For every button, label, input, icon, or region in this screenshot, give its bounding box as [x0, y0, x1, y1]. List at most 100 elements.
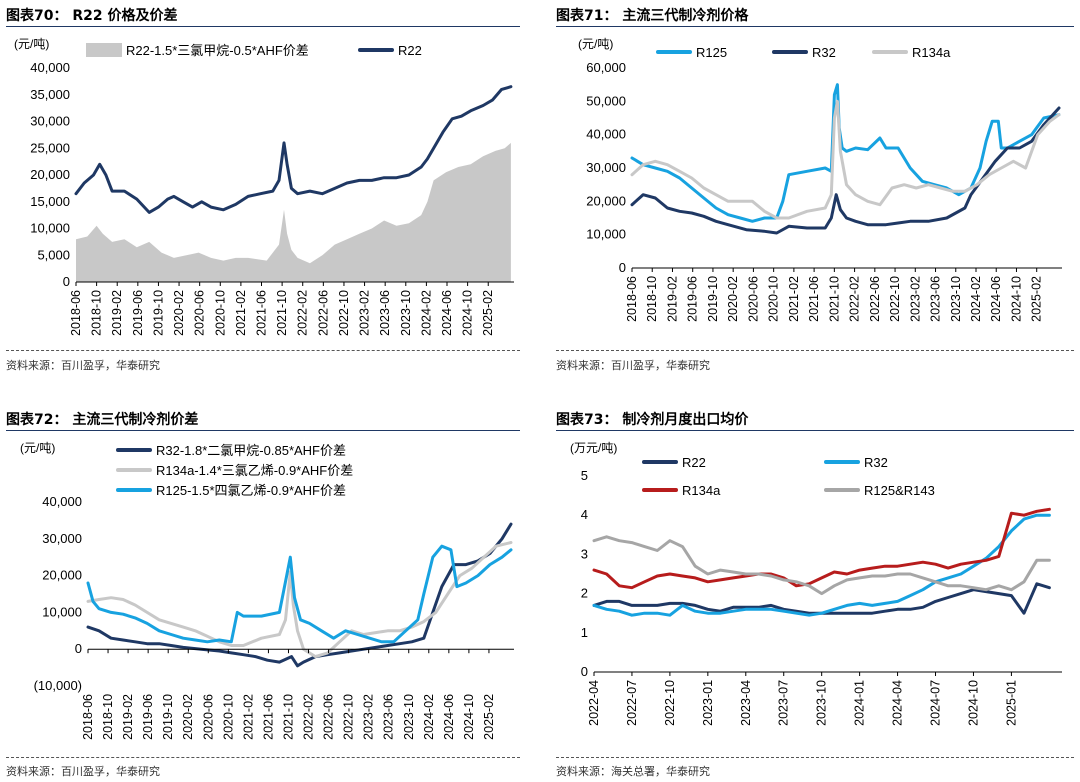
x-tick-label: 2023-10: [399, 290, 413, 336]
y-tick-label: 10,000: [586, 227, 626, 242]
x-tick-label: 2023-06: [382, 694, 396, 740]
source-rule: [556, 757, 1074, 758]
source-note: 资料来源：百川盈孚，华泰研究: [6, 765, 160, 778]
chart-title: 图表70： R22 价格及价差: [6, 8, 178, 24]
x-tick-label: 2024-06: [440, 290, 454, 336]
x-tick-label: 2022-10: [888, 276, 902, 322]
legend-swatch: [86, 43, 122, 57]
series-line-3: [592, 535, 1051, 596]
x-tick-label: 2022-10: [342, 694, 356, 740]
legend-label: R22-1.5*三氯甲烷-0.5*AHF价差: [126, 43, 309, 58]
x-tick-label: 2018-06: [69, 290, 83, 336]
x-tick-label: 2020-10: [221, 694, 235, 740]
legend-label: R32-1.8*二氯甲烷-0.85*AHF价差: [156, 443, 346, 458]
x-tick-label: 2023-02: [362, 694, 376, 740]
y-tick-label: 1: [581, 625, 588, 640]
x-tick-label: 2024-10: [1010, 276, 1024, 322]
y-tick-label: 0: [63, 274, 70, 289]
source-note: 资料来源：百川盈孚，华泰研究: [6, 359, 160, 372]
series-line-0: [630, 83, 1061, 223]
x-tick-label: 2020-02: [172, 290, 186, 336]
x-tick-label: 2022-06: [316, 290, 330, 336]
y-tick-label: 3: [581, 546, 588, 561]
x-tick-label: 2024-06: [442, 694, 456, 740]
y-tick-label: 0: [619, 260, 626, 275]
y-tick-label: 2: [581, 586, 588, 601]
chart-panel-71: 图表71： 主流三代制冷剂价格 (元/吨) 0 10,000 20,000 30,000…: [556, 0, 1074, 380]
series-area-0: [76, 142, 511, 282]
x-tick-label: 2025-02: [482, 694, 496, 740]
x-tick-label: 2021-06: [255, 290, 269, 336]
title-rule: [556, 430, 1074, 431]
source-note: 资料来源：海关总署，华泰研究: [556, 765, 710, 778]
source-rule: [6, 757, 520, 758]
series-line-1: [74, 85, 513, 214]
series-line-1: [630, 106, 1061, 235]
y-tick-label: (10,000): [34, 678, 82, 693]
legend-label: R22: [682, 455, 706, 470]
y-axis-unit: (元/吨): [578, 37, 613, 51]
y-tick-label: 40,000: [586, 127, 626, 142]
y-tick-label: 4: [581, 507, 588, 522]
x-tick-label: 2023-10: [815, 680, 829, 726]
x-tick-label: 2024-10: [967, 680, 981, 726]
y-tick-label: 0: [581, 664, 588, 679]
y-tick-label: 25,000: [30, 140, 70, 155]
series-line-2: [86, 544, 513, 644]
x-tick-label: 2022-10: [663, 680, 677, 726]
x-tick-label: 2021-10: [827, 276, 841, 322]
legend-label: R134a: [682, 483, 721, 498]
x-tick-label: 2024-10: [462, 694, 476, 740]
x-tick-label: 2018-06: [625, 276, 639, 322]
x-tick-label: 2023-07: [777, 680, 791, 726]
x-tick-label: 2020-06: [746, 276, 760, 322]
x-tick-label: 2024-02: [422, 694, 436, 740]
legend-label: R125-1.5*四氯乙烯-0.9*AHF价差: [156, 483, 346, 498]
x-tick-label: 2021-02: [787, 276, 801, 322]
chart-panel-70: 图表70： R22 价格及价差 (元/吨) 0 5,000 10,000 15,000 2…: [6, 0, 520, 380]
x-tick-label: 2021-10: [282, 694, 296, 740]
x-tick-label: 2023-06: [929, 276, 943, 322]
legend-label: R134a-1.4*三氯乙烯-0.9*AHF价差: [156, 463, 353, 478]
x-tick-label: 2022-02: [302, 694, 316, 740]
export-price-chart: (万元/吨) 0 1 2 3 4 5 R22 R32 R134a R125&R143 2022-04 2…: [570, 441, 1062, 726]
x-tick-label: 2022-02: [296, 290, 310, 336]
title-rule: [556, 26, 1074, 27]
x-tick-label: 2019-10: [161, 694, 175, 740]
source-note: 资料来源：百川盈孚，华泰研究: [556, 359, 710, 372]
source-rule: [556, 350, 1074, 351]
x-tick-label: 2022-06: [868, 276, 882, 322]
x-tick-label: 2023-06: [378, 290, 392, 336]
x-tick-label: 2021-06: [807, 276, 821, 322]
chart-panel-73: 图表73： 制冷剂月度出口均价 (万元/吨) 0 1 2 3 4 5 R22 R32 R134a R…: [556, 404, 1074, 782]
x-tick-label: 2023-10: [949, 276, 963, 322]
y-axis-unit: (元/吨): [20, 441, 55, 455]
x-tick-label: 2024-07: [929, 680, 943, 726]
legend-label: R32: [812, 45, 836, 60]
series-line-1: [592, 513, 1051, 617]
x-tick-label: 2021-06: [261, 694, 275, 740]
x-tick-label: 2020-06: [193, 290, 207, 336]
series-line-2: [592, 507, 1051, 590]
x-tick-label: 2024-02: [969, 276, 983, 322]
x-tick-label: 2021-02: [241, 694, 255, 740]
x-tick-label: 2023-02: [358, 290, 372, 336]
legend-label: R22: [398, 43, 422, 58]
x-tick-label: 2019-02: [121, 694, 135, 740]
y-tick-label: 40,000: [30, 60, 70, 75]
x-tick-label: 2020-10: [767, 276, 781, 322]
x-tick-label: 2019-06: [141, 694, 155, 740]
x-tick-label: 2019-10: [151, 290, 165, 336]
y-tick-label: 5,000: [37, 247, 70, 262]
y-tick-label: 20,000: [586, 193, 626, 208]
y-tick-label: 30,000: [30, 114, 70, 129]
series-line-1: [86, 541, 513, 659]
x-tick-label: 2022-04: [587, 680, 601, 726]
x-tick-label: 2025-01: [1004, 680, 1018, 726]
x-tick-label: 2025-02: [481, 290, 495, 336]
x-tick-label: 2023-04: [739, 680, 753, 726]
x-tick-label: 2025-02: [1030, 276, 1044, 322]
x-tick-label: 2023-02: [908, 276, 922, 322]
y-tick-label: 60,000: [586, 60, 626, 75]
y-tick-label: 30,000: [42, 531, 82, 546]
